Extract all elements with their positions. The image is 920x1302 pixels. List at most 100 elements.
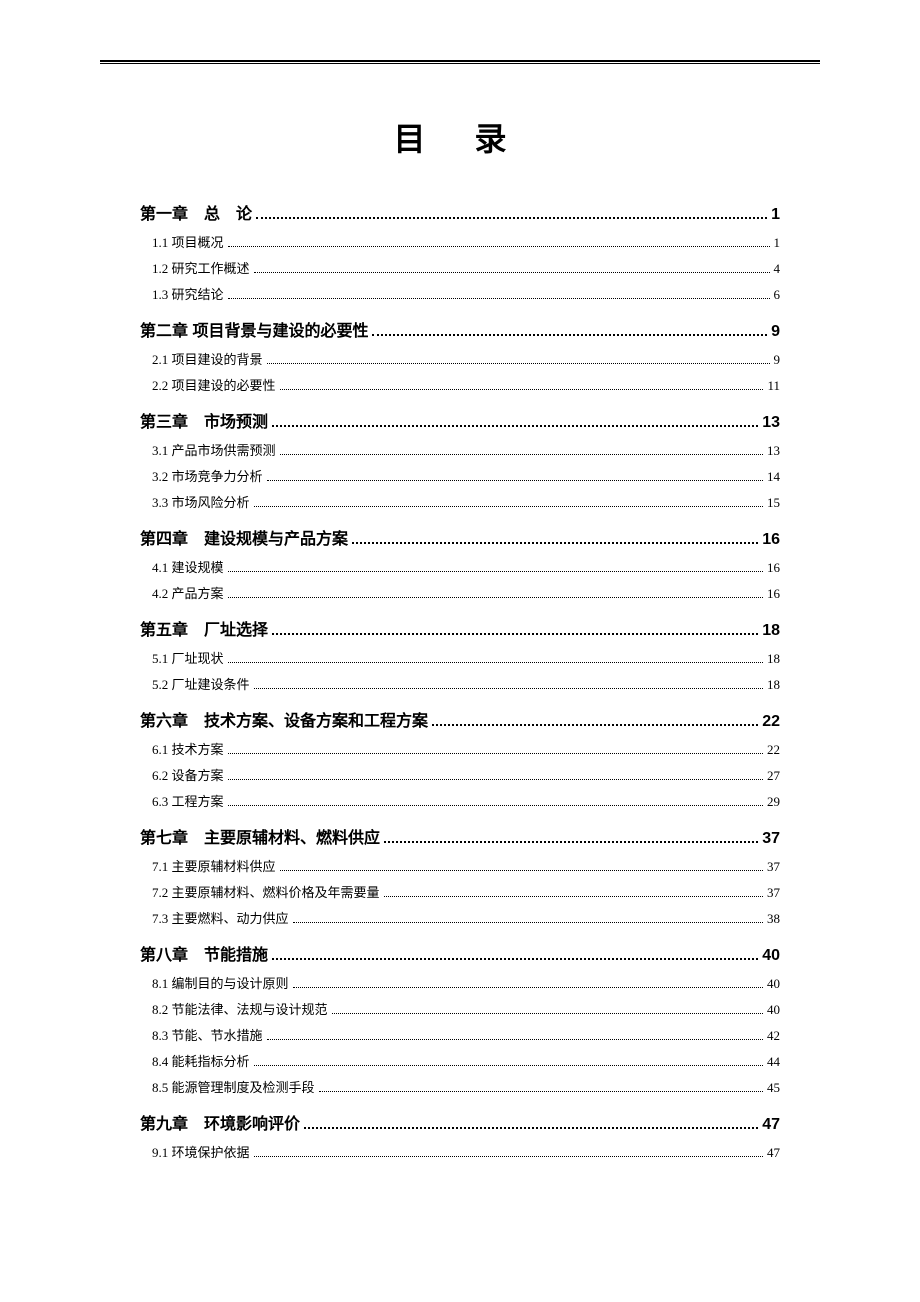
toc-chapter-row: 第四章 建设规模与产品方案16 [140, 525, 780, 549]
section-page-number: 44 [767, 1054, 780, 1070]
leader-dots [254, 506, 763, 507]
section-label: 6.2 设备方案 [152, 765, 224, 784]
leader-dots [280, 389, 764, 390]
page-top-border [100, 60, 820, 64]
leader-dots [319, 1091, 763, 1092]
section-label: 9.1 环境保护依据 [152, 1142, 250, 1161]
section-label: 7.2 主要原辅材料、燃料价格及年需要量 [152, 882, 380, 901]
toc-section-row: 1.1 项目概况 1 [140, 232, 780, 251]
toc-section-row: 4.2 产品方案 16 [140, 583, 780, 602]
leader-dots [267, 1039, 763, 1040]
chapter-label: 第二章 项目背景与建设的必要性 [140, 317, 368, 341]
section-page-number: 37 [767, 885, 780, 901]
leader-dots [228, 571, 763, 572]
toc-section-row: 5.1 厂址现状 18 [140, 648, 780, 667]
section-label: 8.1 编制目的与设计原则 [152, 973, 289, 992]
section-label: 7.3 主要燃料、动力供应 [152, 908, 289, 927]
toc-container: 第一章 总 论1 1.1 项目概况 1 1.2 研究工作概述 4 1.3 研究结论 6 第二章… [140, 200, 780, 1161]
section-page-number: 16 [767, 586, 780, 602]
toc-section-row: 8.2 节能法律、法规与设计规范40 [140, 999, 780, 1018]
toc-chapter-row: 第九章 环境影响评价47 [140, 1110, 780, 1134]
section-page-number: 42 [767, 1028, 780, 1044]
section-page-number: 11 [767, 378, 780, 394]
leader-dots [267, 363, 770, 364]
leader-dots [267, 480, 763, 481]
section-label: 1.2 研究工作概述 [152, 258, 250, 277]
leader-dots [228, 805, 763, 806]
section-page-number: 22 [767, 742, 780, 758]
chapter-page-number: 22 [762, 713, 780, 731]
toc-section-row: 2.1 项目建设的背景9 [140, 349, 780, 368]
toc-page: 目 录 第一章 总 论11.1 项目概况11.2 研究工作概述41.3 研究结论… [0, 114, 920, 1161]
leader-dots [280, 454, 763, 455]
chapter-page-number: 1 [771, 206, 780, 224]
section-label: 1.1 项目概况 [152, 232, 224, 251]
toc-section-row: 9.1 环境保护依据 47 [140, 1142, 780, 1161]
chapter-label: 第三章 市场预测 [140, 408, 268, 432]
leader-dots [432, 724, 758, 726]
leader-dots [228, 662, 763, 663]
chapter-label: 第五章 厂址选择 [140, 616, 268, 640]
section-page-number: 40 [767, 976, 780, 992]
section-label: 8.3 节能、节水措施 [152, 1025, 263, 1044]
section-page-number: 18 [767, 677, 780, 693]
chapter-page-number: 9 [771, 323, 780, 341]
chapter-page-number: 37 [762, 830, 780, 848]
section-label: 6.1 技术方案 [152, 739, 224, 758]
leader-dots [228, 597, 763, 598]
leader-dots [332, 1013, 763, 1014]
toc-section-row: 4.1 建设规模16 [140, 557, 780, 576]
leader-dots [384, 896, 763, 897]
toc-section-row: 8.5 能源管理制度及检测手段 45 [140, 1077, 780, 1096]
section-page-number: 47 [767, 1145, 780, 1161]
section-label: 8.5 能源管理制度及检测手段 [152, 1077, 315, 1096]
section-page-number: 18 [767, 651, 780, 667]
section-page-number: 45 [767, 1080, 780, 1096]
toc-section-row: 6.2 设备方案 27 [140, 765, 780, 784]
leader-dots [254, 1065, 763, 1066]
chapter-label: 第七章 主要原辅材料、燃料供应 [140, 824, 380, 848]
toc-chapter-row: 第三章 市场预测 13 [140, 408, 780, 432]
leader-dots [293, 922, 763, 923]
toc-chapter-row: 第一章 总 论1 [140, 200, 780, 224]
toc-section-row: 5.2 厂址建设条件18 [140, 674, 780, 693]
leader-dots [272, 958, 758, 960]
section-page-number: 1 [774, 235, 781, 251]
toc-section-row: 6.3 工程方案29 [140, 791, 780, 810]
chapter-page-number: 13 [762, 414, 780, 432]
section-page-number: 13 [767, 443, 780, 459]
leader-dots [256, 217, 767, 219]
section-label: 4.2 产品方案 [152, 583, 224, 602]
leader-dots [228, 779, 763, 780]
leader-dots [228, 298, 770, 299]
leader-dots [228, 246, 770, 247]
toc-section-row: 2.2 项目建设的必要性11 [140, 375, 780, 394]
leader-dots [254, 1156, 763, 1157]
leader-dots [272, 633, 758, 635]
toc-section-row: 3.1 产品市场供需预测13 [140, 440, 780, 459]
section-label: 2.1 项目建设的背景 [152, 349, 263, 368]
leader-dots [304, 1127, 758, 1129]
toc-section-row: 3.2 市场竞争力分析14 [140, 466, 780, 485]
toc-chapter-row: 第二章 项目背景与建设的必要性 9 [140, 317, 780, 341]
toc-section-row: 7.3 主要燃料、动力供应 38 [140, 908, 780, 927]
toc-chapter-row: 第六章 技术方案、设备方案和工程方案22 [140, 707, 780, 731]
section-page-number: 16 [767, 560, 780, 576]
section-label: 5.1 厂址现状 [152, 648, 224, 667]
section-page-number: 37 [767, 859, 780, 875]
section-page-number: 6 [774, 287, 781, 303]
section-page-number: 4 [774, 261, 781, 277]
section-page-number: 40 [767, 1002, 780, 1018]
chapter-page-number: 18 [762, 622, 780, 640]
section-label: 7.1 主要原辅材料供应 [152, 856, 276, 875]
leader-dots [372, 334, 767, 336]
leader-dots [280, 870, 763, 871]
section-label: 8.4 能耗指标分析 [152, 1051, 250, 1070]
section-page-number: 27 [767, 768, 780, 784]
section-page-number: 38 [767, 911, 780, 927]
section-page-number: 29 [767, 794, 780, 810]
chapter-page-number: 47 [762, 1116, 780, 1134]
section-label: 1.3 研究结论 [152, 284, 224, 303]
section-page-number: 15 [767, 495, 780, 511]
section-page-number: 14 [767, 469, 780, 485]
